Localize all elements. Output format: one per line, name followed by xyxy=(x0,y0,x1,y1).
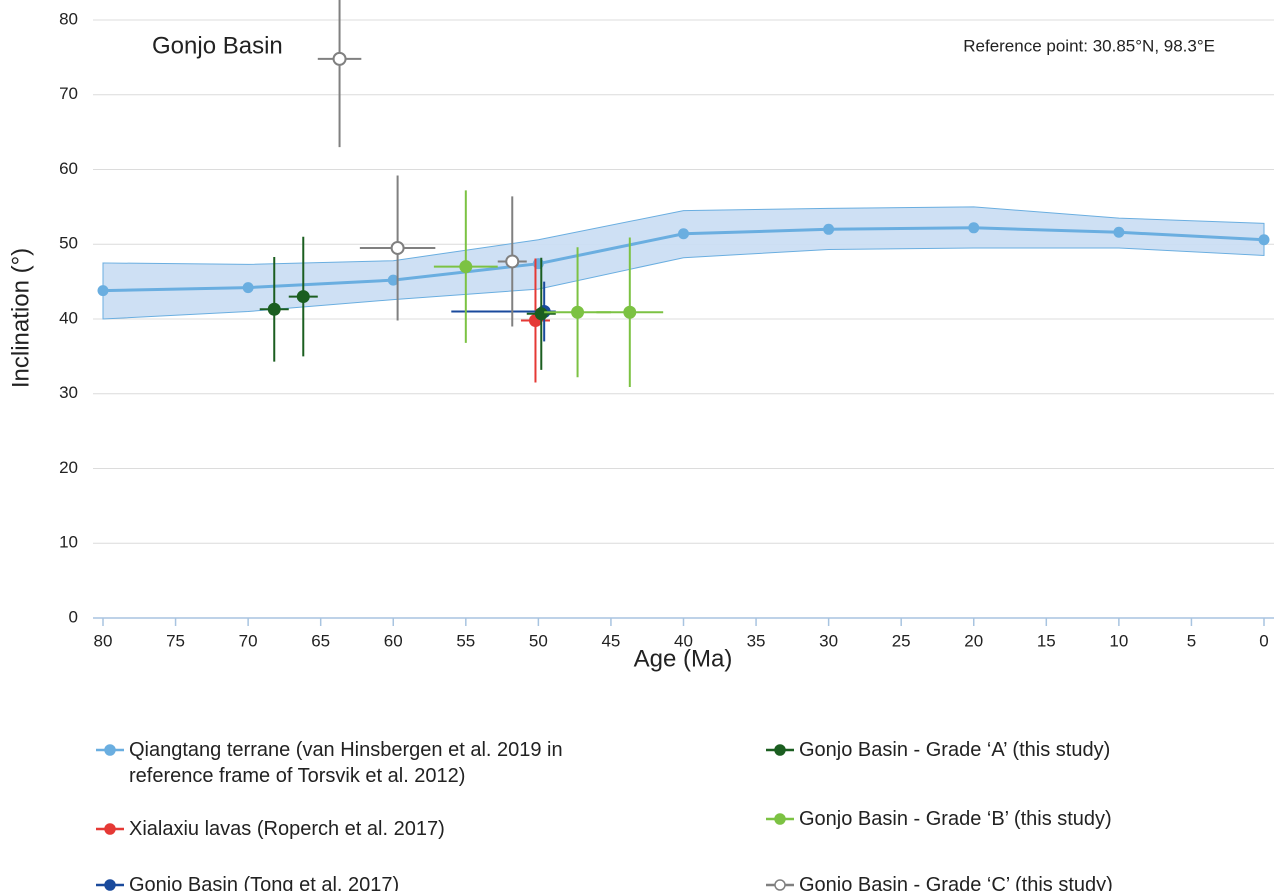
legend-label: Gonjo Basin - Grade ‘A’ (this study) xyxy=(799,739,1111,761)
x-tick-label: 80 xyxy=(94,631,113,650)
legend-label: Gonjo Basin (Tong et al. 2017) xyxy=(129,874,400,891)
legend-marker xyxy=(96,744,124,756)
legend-entry: Gonjo Basin - Grade ‘A’ (this study) xyxy=(765,737,1259,763)
point xyxy=(1258,234,1270,246)
x-tick-label: 60 xyxy=(384,631,403,650)
legend-dot xyxy=(104,879,116,891)
legend-dot xyxy=(774,879,786,891)
annotation: Reference point: 30.85°N, 98.3°E xyxy=(963,36,1215,55)
legend-dot xyxy=(104,744,116,756)
point xyxy=(1113,226,1125,238)
legend-dot xyxy=(774,744,786,756)
x-tick-label: 70 xyxy=(239,631,258,650)
legend-marker xyxy=(96,823,124,835)
point xyxy=(390,240,405,255)
y-tick-label: 70 xyxy=(59,84,78,103)
x-tick-label: 5 xyxy=(1187,631,1196,650)
x-tick-label: 15 xyxy=(1037,631,1056,650)
legend-label: Xialaxiu lavas (Roperch et al. 2017) xyxy=(129,818,445,840)
y-tick-label: 80 xyxy=(59,9,78,28)
legend-marker xyxy=(766,813,794,825)
x-tick-label: 40 xyxy=(674,631,693,650)
x-tick-label: 25 xyxy=(892,631,911,650)
point xyxy=(267,302,281,316)
y-tick-label: 60 xyxy=(59,159,78,178)
legend-marker xyxy=(766,744,794,756)
y-tick-label: 50 xyxy=(59,234,78,253)
y-axis-title: Inclination (°) xyxy=(7,248,34,388)
point xyxy=(459,260,473,274)
x-tick-label: 10 xyxy=(1109,631,1128,650)
x-tick-label: 35 xyxy=(747,631,766,650)
point xyxy=(678,228,689,240)
band-area xyxy=(102,206,1265,320)
annotation: Gonjo Basin xyxy=(152,32,283,59)
x-axis-title: Age (Ma) xyxy=(634,645,733,672)
legend-dot xyxy=(104,823,116,835)
x-tick-label: 55 xyxy=(456,631,475,650)
legend-label: Qiangtang terrane (van Hinsbergen et al.… xyxy=(129,739,563,787)
legend-label: Gonjo Basin - Grade ‘C’ (this study) xyxy=(799,874,1113,891)
legend-dot xyxy=(774,813,786,825)
point xyxy=(387,274,399,286)
y-tick-label: 0 xyxy=(69,607,78,626)
point xyxy=(505,254,520,269)
legend-entry: Gonjo Basin - Grade ‘C’ (this study) xyxy=(765,872,1259,891)
x-tick-label: 20 xyxy=(964,631,983,650)
legend-entry: Xialaxiu lavas (Roperch et al. 2017) xyxy=(95,816,589,842)
point xyxy=(296,290,310,304)
y-tick-label: 40 xyxy=(59,308,78,327)
point xyxy=(823,223,835,235)
x-tick-label: 65 xyxy=(311,631,330,650)
y-tick-label: 10 xyxy=(59,533,78,552)
y-tick-label: 20 xyxy=(59,458,78,477)
x-tick-label: 45 xyxy=(601,631,620,650)
legend-entry: Gonjo Basin (Tong et al. 2017) xyxy=(95,872,589,891)
point xyxy=(242,282,254,294)
x-tick-label: 0 xyxy=(1259,631,1268,650)
y-tick-label: 30 xyxy=(59,383,78,402)
point xyxy=(97,285,109,297)
legend-entry: Qiangtang terrane (van Hinsbergen et al.… xyxy=(95,737,649,789)
point xyxy=(534,307,548,321)
point xyxy=(968,222,980,234)
x-tick-label: 30 xyxy=(819,631,838,650)
x-tick-label: 50 xyxy=(529,631,548,650)
x-tick-label: 75 xyxy=(166,631,185,650)
point xyxy=(332,51,347,66)
legend-marker xyxy=(96,879,124,891)
point xyxy=(571,305,585,319)
point xyxy=(623,305,637,319)
legend-entry: Gonjo Basin - Grade ‘B’ (this study) xyxy=(765,806,1259,832)
legend-label: Gonjo Basin - Grade ‘B’ (this study) xyxy=(799,808,1112,830)
legend-marker xyxy=(766,879,794,891)
